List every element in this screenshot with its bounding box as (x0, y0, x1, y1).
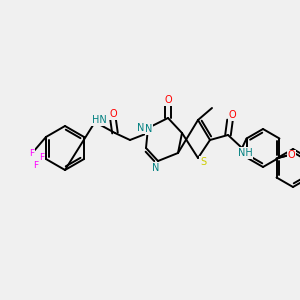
Text: O: O (109, 109, 117, 119)
Text: O: O (288, 151, 295, 160)
Text: N: N (152, 163, 160, 173)
Text: O: O (228, 110, 236, 120)
Text: O: O (164, 95, 172, 105)
Text: N: N (145, 124, 153, 134)
Text: F: F (29, 148, 34, 158)
Text: F: F (33, 160, 38, 169)
Text: N: N (137, 123, 145, 133)
Text: HN: HN (92, 115, 106, 125)
Text: S: S (200, 157, 206, 167)
Text: NH: NH (238, 148, 252, 158)
Text: F: F (39, 154, 44, 163)
